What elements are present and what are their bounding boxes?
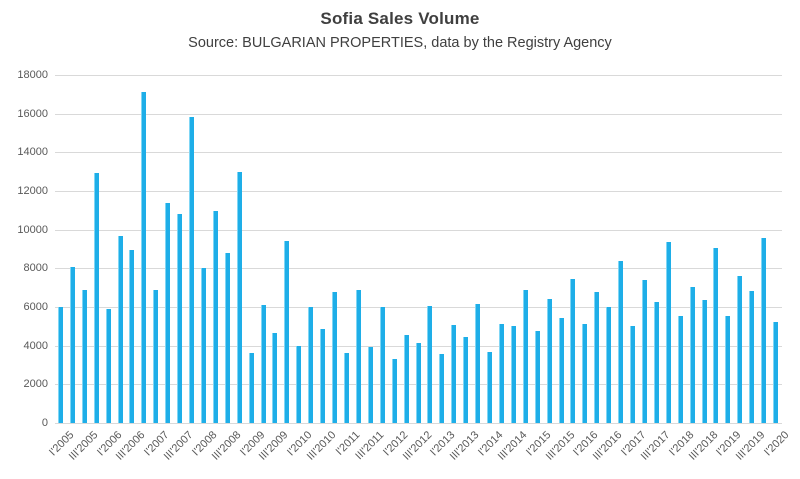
bar-III'2012	[415, 342, 421, 423]
bar-I'2020	[773, 322, 779, 423]
bar-IV'2005	[93, 172, 99, 423]
bar-I'2017	[630, 326, 636, 423]
bar-III'2018	[701, 300, 707, 423]
bar-III'2016	[606, 307, 612, 423]
gridline	[55, 268, 782, 270]
bar-IV'2019	[761, 238, 767, 423]
bar-III'2007	[177, 214, 183, 423]
y-axis-tick-label: 16000	[17, 107, 48, 120]
bar-I'2011	[343, 353, 349, 423]
y-axis-tick-label: 4000	[23, 339, 48, 352]
bar-III'2010	[320, 329, 326, 423]
bar-I'2016	[582, 324, 588, 423]
bar-I'2008	[200, 268, 206, 423]
bar-II'2019	[737, 276, 743, 423]
y-axis-tick-label: 10000	[17, 223, 48, 236]
gridline	[55, 191, 782, 192]
bar-II'2018	[689, 286, 695, 423]
bar-IV'2008	[236, 171, 242, 423]
bar-IV'2012	[427, 306, 433, 423]
bar-II'2014	[498, 324, 504, 423]
bar-III'2009	[272, 333, 278, 423]
bar-IV'2006	[141, 92, 147, 423]
x-axis-tick-label: I'2020	[762, 429, 792, 459]
bar-II'2012	[403, 335, 409, 423]
y-axis-tick-label: 18000	[17, 69, 48, 81]
gridline	[55, 113, 782, 115]
bar-IV'2007	[189, 116, 195, 423]
bar-III'2011	[367, 346, 373, 423]
bar-I'2013	[439, 354, 445, 423]
bar-II'2017	[641, 279, 647, 423]
bar-I'2014	[487, 352, 492, 423]
gridline	[55, 152, 782, 154]
y-axis-tick-label: 2000	[23, 378, 48, 391]
bar-III'2006	[129, 249, 135, 423]
bar-III'2005	[81, 289, 87, 423]
bar-II'2009	[260, 305, 266, 423]
bar-IV'2013	[475, 304, 481, 423]
bar-I'2006	[105, 308, 111, 423]
y-axis-tick-label: 8000	[23, 262, 48, 275]
bar-II'2010	[308, 307, 314, 423]
bar-I'2007	[153, 289, 159, 423]
bar-IV'2016	[618, 260, 624, 423]
bar-II'2015	[546, 299, 552, 423]
bar-I'2018	[677, 315, 683, 423]
gridline	[55, 75, 782, 76]
bar-IV'2010	[332, 291, 338, 423]
bar-III'2019	[749, 290, 755, 423]
gridline	[55, 229, 782, 231]
bar-II'2006	[117, 236, 123, 423]
y-axis-tick-label: 0	[41, 417, 48, 429]
bar-II'2008	[212, 211, 218, 423]
bar-II'2007	[165, 202, 171, 423]
bar-IV'2018	[713, 248, 719, 423]
chart-title: Sofia Sales Volume	[320, 9, 480, 28]
bar-IV'2009	[284, 241, 290, 423]
bar-III'2008	[224, 252, 230, 423]
y-axis-tick-label: 12000	[17, 185, 48, 197]
bar-II'2011	[355, 289, 361, 423]
bar-III'2013	[463, 336, 469, 423]
bar-IV'2014	[522, 289, 528, 423]
y-axis-tick-label: 14000	[17, 146, 48, 159]
y-axis-tick-label: 6000	[23, 301, 48, 313]
bar-III'2017	[653, 302, 659, 423]
bar-II'2013	[451, 325, 457, 423]
gridline	[55, 423, 782, 424]
bar-III'2014	[510, 326, 516, 423]
bar-IV'2011	[379, 307, 385, 423]
bar-I'2012	[391, 359, 397, 423]
chart-subtitle: Source: BULGARIAN PROPERTIES, data by th…	[188, 35, 612, 51]
bar-II'2016	[594, 291, 600, 423]
bar-I'2009	[248, 353, 254, 423]
bar-IV'2017	[665, 242, 671, 423]
bar-II'2005	[69, 267, 75, 423]
bar-I'2015	[534, 331, 540, 423]
bar-IV'2015	[570, 278, 576, 423]
plot-area	[55, 75, 782, 424]
bar-III'2015	[558, 317, 564, 423]
gridline	[55, 307, 782, 308]
bar-I'2019	[725, 315, 731, 423]
bar-I'2005	[57, 307, 63, 423]
bar-I'2010	[296, 345, 302, 423]
